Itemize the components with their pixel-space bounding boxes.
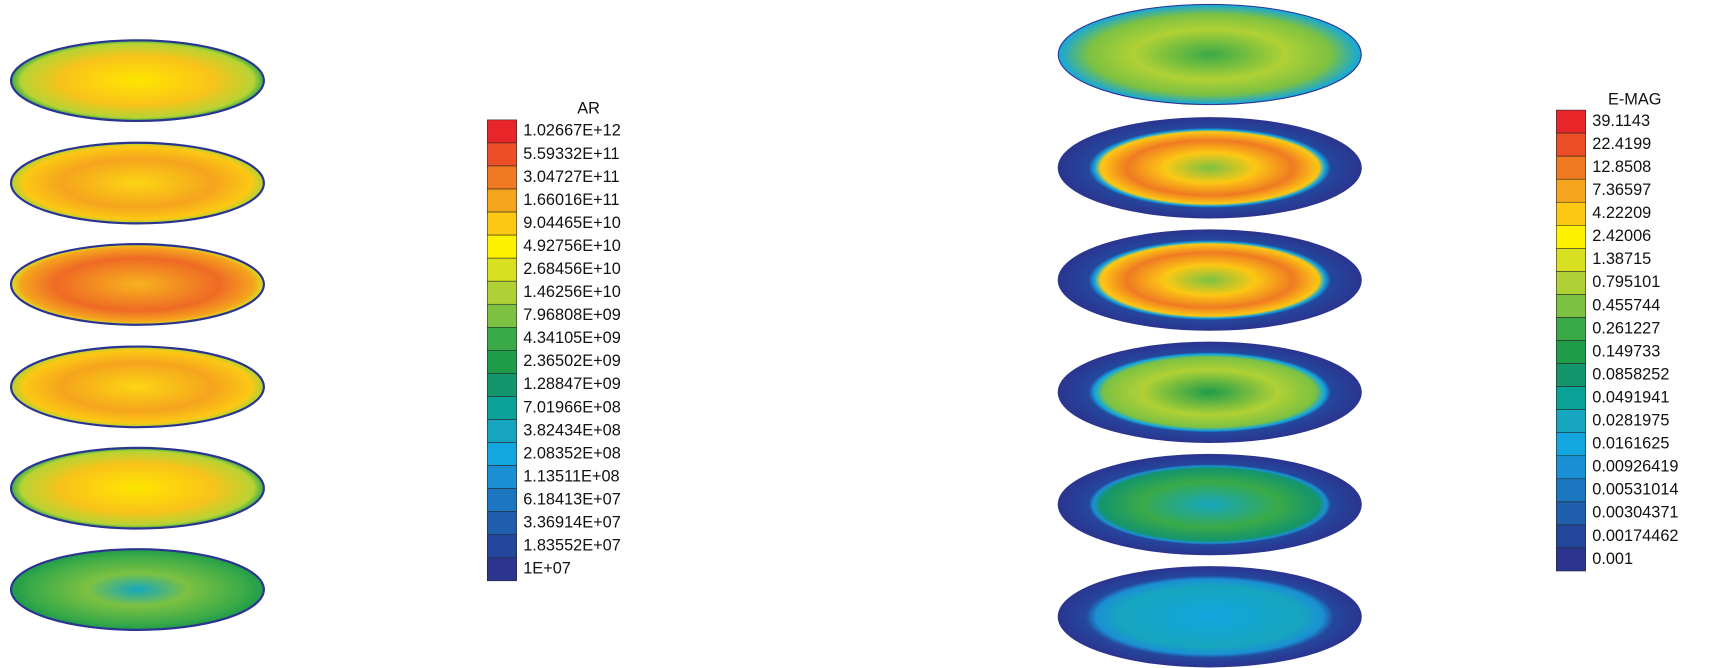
legend-label: 0.795101	[1592, 273, 1660, 291]
legend-swatch	[1556, 432, 1586, 457]
legend-swatch	[486, 142, 517, 167]
legend-label: 22.4199	[1592, 135, 1651, 153]
legend-title: E-MAG	[1608, 91, 1662, 109]
legend-label: 3.36914E+07	[523, 514, 621, 532]
legend-label: 1.28847E+09	[523, 375, 621, 393]
legend-label: 12.8508	[1592, 158, 1651, 176]
legend-label: 2.42006	[1592, 227, 1651, 245]
legend-label: 4.34105E+09	[523, 329, 621, 347]
legend-label: 1.02667E+12	[523, 122, 621, 140]
legend-swatch	[1556, 225, 1586, 249]
legend-label: 1.66016E+11	[523, 191, 619, 209]
legend-label: 2.08352E+08	[523, 444, 621, 462]
legend-label: 1.38715	[1592, 250, 1651, 268]
legend-swatch	[486, 280, 517, 305]
legend-label: 6.18413E+07	[523, 490, 621, 508]
contour-plot	[1057, 117, 1362, 219]
right-plots	[1057, 3, 1362, 668]
legend-swatch	[486, 396, 517, 420]
legend-swatch	[486, 373, 517, 397]
legend-label: 0.00174462	[1592, 527, 1678, 545]
legend-label: 1.13511E+08	[523, 467, 619, 485]
legend-swatch	[486, 350, 517, 374]
legend-swatch	[486, 511, 517, 535]
legend-label: 7.36597	[1592, 181, 1651, 199]
legend-label: 5.59332E+11	[523, 145, 619, 163]
left-plots	[9, 39, 265, 631]
legend-label: 0.0161625	[1592, 435, 1669, 453]
legend-label: 4.22209	[1592, 204, 1651, 222]
contour-plot	[1057, 229, 1362, 331]
legend-swatch	[486, 465, 517, 489]
legend-label: 1.46256E+10	[523, 283, 621, 301]
legend-swatch	[1556, 409, 1586, 434]
contour-plot	[1057, 566, 1362, 668]
legend-label: 1E+07	[523, 560, 571, 578]
contour-plot	[9, 39, 265, 123]
legend-swatch	[486, 303, 517, 328]
legend-label: 39.1143	[1592, 112, 1650, 130]
legend-swatch	[486, 488, 517, 512]
contour-plot	[1057, 341, 1362, 443]
contour-plot	[1057, 453, 1362, 556]
legend-label: 7.01966E+08	[523, 398, 621, 416]
legend-swatch	[1556, 132, 1586, 157]
legend-swatch	[486, 419, 517, 443]
legend-label: 0.00304371	[1592, 504, 1678, 522]
legend-swatch	[1556, 271, 1586, 295]
legend-swatch	[1556, 363, 1586, 387]
legend-swatch	[1556, 201, 1586, 226]
contour-plot	[9, 345, 265, 429]
legend-swatch	[486, 165, 517, 190]
legend-swatch	[1556, 501, 1586, 526]
legend-label: 0.001	[1592, 550, 1633, 568]
legend-label: 0.0281975	[1592, 412, 1669, 430]
legend-swatch	[1556, 386, 1586, 410]
legend-swatch	[486, 442, 517, 466]
legend-label: 0.00926419	[1592, 458, 1678, 476]
legend-swatch	[1556, 294, 1586, 318]
legend-swatch	[486, 211, 517, 236]
legend-label: 3.04727E+11	[523, 168, 619, 186]
contour-plot	[9, 446, 265, 530]
legend-swatch	[486, 534, 517, 559]
contour-plot	[1057, 3, 1362, 106]
legend-label: 0.455744	[1592, 296, 1660, 314]
legend-label: 0.00531014	[1592, 481, 1678, 499]
legend-swatch	[1556, 155, 1586, 180]
legend-label: 0.261227	[1592, 319, 1660, 337]
contour-plot	[9, 243, 265, 326]
legend-swatch	[1556, 178, 1586, 203]
legend-swatch	[486, 188, 517, 213]
legend-swatch	[486, 234, 517, 259]
legend-swatch	[1556, 547, 1586, 572]
legend-label: 0.0491941	[1592, 388, 1669, 406]
legend-label: 7.96808E+09	[523, 306, 621, 324]
legend-label: 1.83552E+07	[523, 537, 621, 555]
legend-swatch	[1556, 109, 1586, 134]
legend-swatch	[1556, 524, 1586, 549]
legend-label: 2.68456E+10	[523, 260, 621, 278]
contour-plot	[9, 548, 265, 631]
legend-title: AR	[577, 99, 600, 117]
legend-label: 4.92756E+10	[523, 237, 621, 255]
legend-swatch	[486, 119, 517, 144]
legend-swatch	[486, 257, 517, 282]
legend-label: 3.82434E+08	[523, 421, 621, 439]
legend-label: 2.36502E+09	[523, 352, 621, 370]
legend-swatch	[486, 557, 517, 582]
legend-label: 0.0858252	[1592, 365, 1669, 383]
legend-label: 9.04465E+10	[523, 214, 621, 232]
legend-swatch	[1556, 248, 1586, 272]
legend-swatch	[1556, 455, 1586, 480]
contour-plot	[9, 141, 265, 225]
legend-swatch	[1556, 317, 1586, 341]
legend-swatch	[1556, 340, 1586, 364]
legend-label: 0.149733	[1592, 342, 1660, 360]
legend-swatch	[1556, 478, 1586, 503]
legend-swatch	[486, 327, 517, 351]
